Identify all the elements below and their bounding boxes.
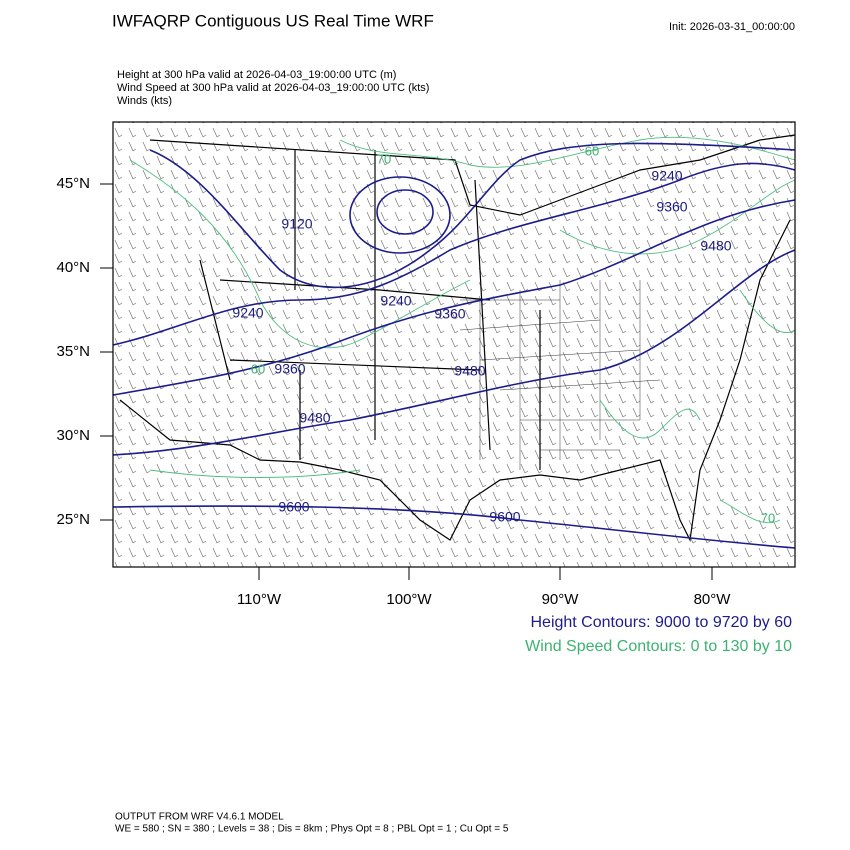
footer-line: OUTPUT FROM WRF V4.6.1 MODEL (115, 812, 284, 823)
height-contours (112, 142, 796, 549)
legend-wind: Wind Speed Contours: 0 to 130 by 10 (525, 638, 792, 655)
wind-barbs (113, 122, 795, 567)
lon-label: 110°W (237, 591, 282, 608)
county-lines (459, 280, 661, 470)
map: 9120 9240 9360 9480 9240 9360 9240 9360 … (112, 121, 796, 568)
height-contour-label: 9480 (454, 363, 485, 379)
map-frame (112, 121, 796, 568)
wind-contour-label: 60 (251, 361, 265, 376)
lon-label: 100°W (386, 591, 432, 608)
height-contour-label: 9480 (700, 238, 731, 254)
height-contour-label: 9240 (651, 168, 682, 184)
wind-speed-contours (129, 136, 796, 524)
borders (119, 134, 796, 542)
field-label: Wind Speed at 300 hPa valid at 2026-04-0… (117, 82, 429, 94)
height-contour-label: 9240 (232, 305, 263, 321)
legend-height: Height Contours: 9000 to 9720 by 60 (530, 614, 792, 631)
init-time: Init: 2026-03-31_00:00:00 (669, 21, 795, 33)
height-contour-label: 9480 (299, 410, 330, 426)
footer-line: WE = 580 ; SN = 380 ; Levels = 38 ; Dis … (115, 824, 509, 835)
lat-label: 45°N (56, 175, 90, 192)
field-label: Winds (kts) (117, 95, 172, 107)
lat-label: 25°N (56, 511, 90, 528)
height-contour-label: 9120 (281, 216, 312, 232)
lat-label: 40°N (56, 259, 90, 276)
field-label: Height at 300 hPa valid at 2026-04-03_19… (117, 69, 396, 81)
lat-axis: 45°N 40°N 35°N 30°N 25°N (56, 175, 113, 528)
height-contour-label: 9600 (278, 499, 309, 515)
height-contour-label: 9360 (274, 361, 305, 377)
height-contour-label: 9360 (434, 306, 465, 322)
wind-contour-label: 70 (377, 151, 391, 166)
lon-label: 80°W (694, 591, 732, 608)
height-contour-label: 9360 (656, 199, 687, 215)
height-contour-label: 9600 (489, 509, 520, 525)
height-contour-label: 9240 (380, 293, 411, 309)
wind-contour-label: 70 (761, 510, 775, 525)
wind-contour-label: 60 (585, 143, 599, 158)
lat-label: 35°N (56, 343, 90, 360)
lon-axis: 110°W 100°W 90°W 80°W (237, 567, 731, 608)
title: IWFAQRP Contiguous US Real Time WRF (112, 11, 434, 30)
lon-label: 90°W (542, 591, 580, 608)
lat-label: 30°N (56, 427, 90, 444)
